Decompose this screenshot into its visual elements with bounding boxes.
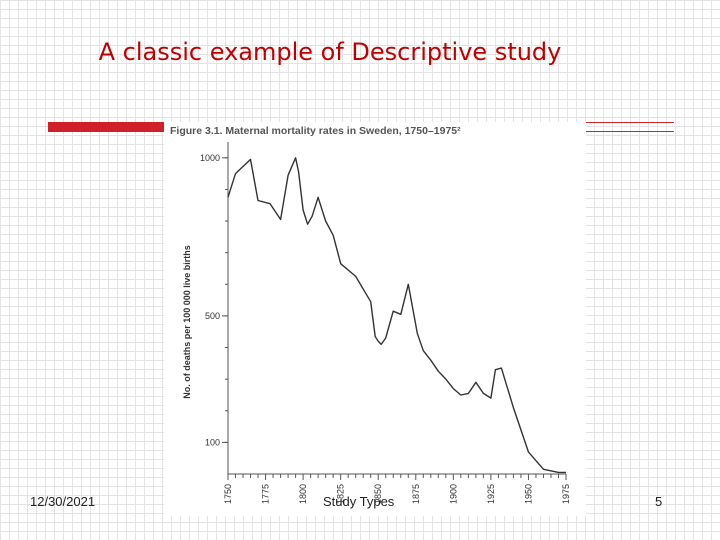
chart-title: Figure 3.1. Maternal mortality rates in … xyxy=(170,125,461,137)
x-tick-label: 1825 xyxy=(336,484,346,504)
footer-date: 12/30/2021 xyxy=(30,494,96,509)
figure-panel: Figure 3.1. Maternal mortality rates in … xyxy=(164,122,586,516)
y-axis-label: No. of deaths per 100 000 live births xyxy=(182,245,192,399)
mortality-chart: Figure 3.1. Maternal mortality rates in … xyxy=(170,125,571,504)
y-tick-label: 100 xyxy=(205,437,220,447)
x-tick-label: 1925 xyxy=(486,484,496,504)
x-tick-label: 1950 xyxy=(523,484,533,504)
x-tick-label: 1975 xyxy=(561,484,571,504)
title-divider-accent xyxy=(48,123,166,131)
x-tick-label: 1750 xyxy=(223,484,233,504)
x-tick-label: 1800 xyxy=(298,484,308,504)
x-tick-label: 1900 xyxy=(448,484,458,504)
x-tick-label: 1775 xyxy=(261,484,271,504)
footer-title: Study Types xyxy=(323,494,395,509)
x-tick-label: 1875 xyxy=(411,484,421,504)
slide-title: A classic example of Descriptive study xyxy=(98,38,562,66)
series-line-maternal-mortality xyxy=(227,157,566,474)
page-number: 5 xyxy=(655,494,663,509)
x-tick-label: 1850 xyxy=(373,484,383,504)
y-tick-label: 1000 xyxy=(200,153,220,163)
y-tick-label: 500 xyxy=(205,311,220,321)
